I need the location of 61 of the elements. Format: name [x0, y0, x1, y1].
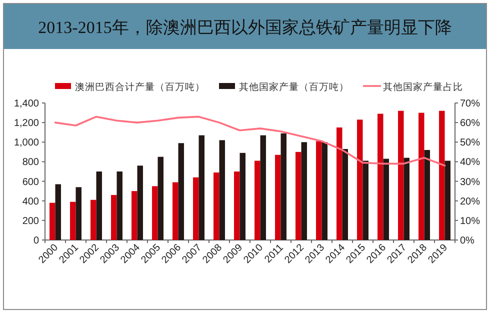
bar: [193, 177, 199, 240]
bar: [342, 148, 348, 240]
bar: [254, 160, 260, 240]
bar: [424, 150, 430, 240]
y-tick-label: 0: [33, 236, 40, 246]
y-tick-label: 1,400: [14, 98, 40, 110]
bar: [152, 186, 158, 240]
y2-tick-label: 40%: [460, 157, 480, 168]
bar: [336, 127, 342, 240]
line-series: [54, 116, 446, 167]
bar: [96, 172, 102, 240]
bar: [260, 135, 266, 240]
bar: [178, 143, 184, 240]
bar: [240, 152, 246, 240]
bar: [219, 140, 225, 240]
legend-label: 澳洲巴西合计产量（百万吨）: [75, 81, 205, 93]
y2-tick-label: 70%: [460, 98, 480, 110]
bar: [357, 120, 363, 240]
y2-tick-label: 10%: [460, 216, 480, 227]
bar: [404, 158, 410, 240]
bar: [322, 142, 328, 240]
chart-title: 2013-2015年，除澳洲巴西以外国家总铁矿产量明显下降: [38, 18, 452, 37]
bar: [383, 158, 389, 240]
y-tick-label: 800: [22, 157, 40, 168]
bar: [198, 135, 204, 240]
legend-label: 其他国家产量（百万吨）: [239, 81, 349, 93]
bar: [316, 141, 322, 240]
bar: [378, 114, 384, 240]
bar: [296, 152, 302, 240]
y2-tick-label: 0%: [460, 236, 475, 246]
legend-label: 其他国家产量占比: [383, 81, 463, 93]
bar: [70, 202, 76, 240]
bar: [301, 142, 307, 240]
bar: [55, 184, 61, 240]
bar: [50, 202, 56, 240]
bar: [234, 172, 240, 240]
y-tick-label: 600: [22, 176, 40, 188]
bar: [418, 112, 424, 240]
bar: [275, 154, 281, 240]
bar: [132, 191, 138, 240]
bar: [111, 194, 117, 240]
y-tick-label: 1,000: [14, 138, 40, 149]
bar: [137, 166, 143, 240]
bar: [116, 172, 122, 240]
bar: [76, 187, 82, 240]
bar: [172, 182, 178, 240]
bar: [439, 110, 445, 240]
y-tick-label: 1,200: [14, 118, 40, 130]
bar: [158, 156, 164, 240]
bar: [214, 172, 220, 240]
y2-tick-label: 50%: [460, 138, 480, 149]
y-tick-label: 400: [22, 196, 40, 208]
bar: [398, 110, 404, 240]
bar: [280, 133, 286, 240]
y-tick-label: 200: [22, 216, 40, 227]
bar: [362, 160, 368, 240]
bar: [90, 200, 96, 240]
y2-tick-label: 20%: [460, 196, 480, 208]
y2-tick-label: 30%: [460, 176, 480, 188]
y2-tick-label: 60%: [460, 118, 480, 130]
bar: [444, 160, 450, 240]
